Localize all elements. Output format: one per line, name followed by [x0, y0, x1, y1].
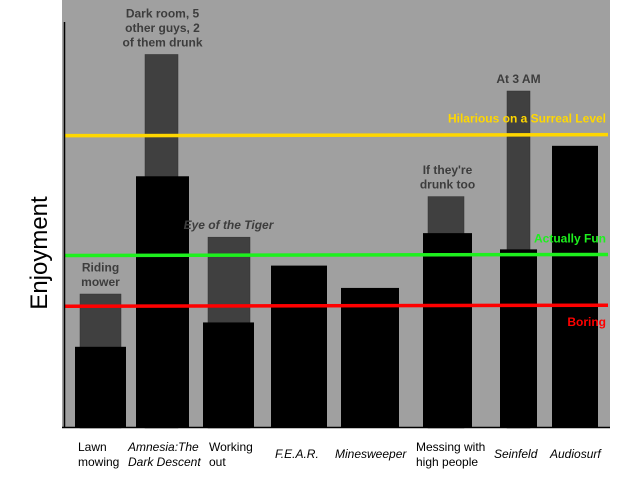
bar-annotation: mower	[81, 275, 120, 289]
bar-annotation: of them drunk	[123, 35, 203, 49]
category-label: Amnesia:The	[127, 440, 199, 454]
bar-annotation: other guys, 2	[125, 21, 200, 35]
category-label: Lawn	[78, 440, 107, 454]
bar-annotation: drunk too	[420, 178, 475, 192]
bar-annotation: Dark room, 5	[126, 6, 200, 20]
category-label: Seinfeld	[494, 447, 538, 461]
base-bar	[75, 346, 126, 428]
base-bar	[500, 249, 537, 428]
y-axis-label: Enjoyment	[26, 196, 53, 310]
reference-line	[64, 252, 609, 258]
base-bar	[552, 145, 598, 428]
bar-annotation: Eye of the Tiger	[184, 218, 275, 232]
reference-line-label: Actually Fun	[534, 231, 606, 245]
category-label: F.E.A.R.	[275, 447, 319, 461]
bar-annotation: At 3 AM	[496, 72, 540, 86]
category-label: high people	[416, 455, 478, 469]
category-label: Audiosurf	[549, 447, 602, 461]
base-bar	[271, 265, 327, 428]
base-bar	[136, 176, 189, 428]
bar-annotation: If they're	[423, 163, 473, 177]
base-bar	[341, 287, 399, 428]
reference-line	[64, 132, 609, 138]
category-label: Messing with	[416, 440, 485, 454]
reference-line-label: Hilarious on a Surreal Level	[448, 112, 606, 126]
category-label: Dark Descent	[128, 455, 201, 469]
reference-line	[64, 303, 609, 308]
base-bar	[203, 322, 254, 428]
category-label: Working	[209, 440, 253, 454]
reference-line-label: Boring	[567, 315, 606, 329]
category-label: mowing	[78, 455, 119, 469]
bar-annotation: Riding	[82, 261, 119, 275]
category-label: out	[209, 455, 226, 469]
base-bar	[423, 233, 472, 428]
category-label: Minesweeper	[335, 447, 407, 461]
